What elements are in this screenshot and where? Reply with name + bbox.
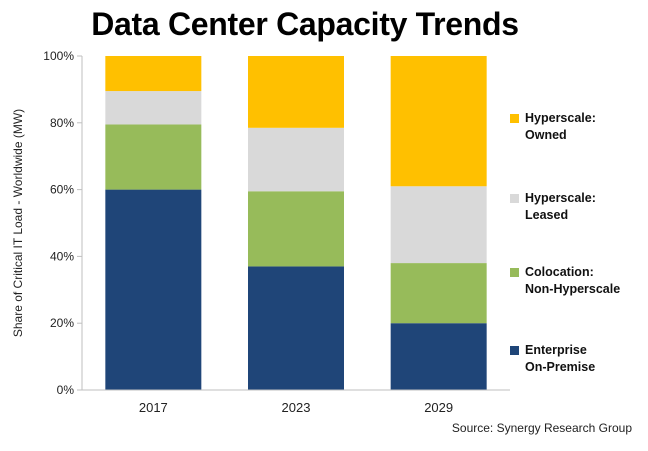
x-tick-label: 2029 [424,400,453,415]
bar-2017-colocation-non-hyperscale [105,124,202,190]
y-tick-label: 0% [57,383,75,397]
legend-item-hyperscale-owned: Hyperscale: Owned [510,110,596,144]
y-tick-label: 60% [50,183,74,197]
x-tick-label: 2023 [282,400,311,415]
bar-2029-enterprise-on-premise [390,323,487,390]
chart-title: Data Center Capacity Trends [91,6,519,42]
bar-2029-hyperscale-leased [390,186,487,264]
legend-item-hyperscale-leased: Hyperscale: Leased [510,190,596,224]
legend-swatch-hyperscale-owned [510,114,519,123]
y-axis-title: Share of Critical IT Load - Worldwide (M… [11,109,25,337]
legend-item-colocation: Colocation: Non-Hyperscale [510,264,620,298]
bar-2023-enterprise-on-premise [248,266,344,390]
legend-swatch-colocation [510,268,519,277]
legend: Hyperscale: Owned Hyperscale: Leased Col… [510,0,640,451]
bar-2017-hyperscale-owned [105,56,202,92]
y-tick-label: 20% [50,316,74,330]
bar-2017-hyperscale-leased [105,91,202,125]
legend-label-colocation: Colocation: Non-Hyperscale [525,265,621,296]
legend-item-enterprise: Enterprise On-Premise [510,342,595,376]
source-note: Source: Synergy Research Group [451,421,632,435]
legend-swatch-enterprise [510,346,519,355]
y-tick-label: 40% [50,249,74,263]
y-tick-label: 80% [50,116,74,130]
bar-2029-hyperscale-owned [390,56,487,187]
legend-label-enterprise: Enterprise On-Premise [525,343,596,374]
bar-2029-colocation-non-hyperscale [390,263,487,324]
y-tick-label: 100% [43,49,74,63]
legend-swatch-hyperscale-leased [510,194,519,203]
bar-2023-colocation-non-hyperscale [248,191,344,267]
x-tick-label: 2017 [139,400,168,415]
legend-label-hyperscale-leased: Hyperscale: Leased [525,191,596,222]
legend-label-hyperscale-owned: Hyperscale: Owned [525,111,596,142]
bar-2023-hyperscale-leased [248,127,344,192]
bar-2017-enterprise-on-premise [105,189,202,390]
bar-2023-hyperscale-owned [248,56,344,128]
